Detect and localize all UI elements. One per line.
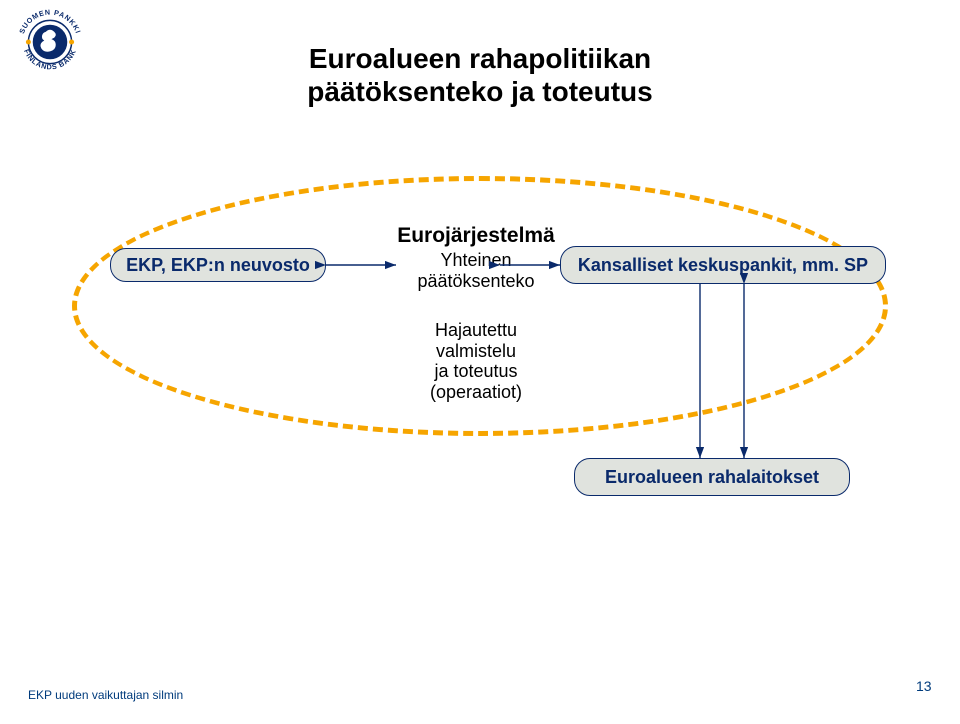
center-text-top-line2: päätöksenteko [417,271,534,291]
page-number: 13 [916,678,932,694]
center-text-top-line1: Yhteinen [440,250,511,270]
center-text-bottom-line4: (operaatiot) [430,382,522,402]
center-text-bottom: Hajautettu valmistelu ja toteutus (opera… [346,320,606,403]
center-text-bottom-line1: Hajautettu [435,320,517,340]
center-text-bottom-line3: ja toteutus [434,361,517,381]
node-national-central-banks: Kansalliset keskuspankit, mm. SP [560,246,886,284]
center-text-bottom-line2: valmistelu [436,341,516,361]
page-number-value: 13 [916,678,932,694]
node-national-central-banks-label: Kansalliset keskuspankit, mm. SP [578,255,868,276]
footer-text: EKP uuden vaikuttajan silmin [28,688,183,702]
title-line-1: Euroalueen rahapolitiikan [309,43,651,74]
slide-stage: SUOMEN PANKKI FINLANDS BANK Euroalueen r… [0,0,960,724]
node-euro-area-mfis: Euroalueen rahalaitokset [574,458,850,496]
eurosystem-label: Eurojärjestelmä [346,224,606,248]
node-ekp-council-label: EKP, EKP:n neuvosto [126,255,310,276]
footer-text-label: EKP uuden vaikuttajan silmin [28,688,183,702]
eurosystem-label-text: Eurojärjestelmä [397,224,555,247]
title-line-2: päätöksenteko ja toteutus [307,76,652,107]
node-ekp-council: EKP, EKP:n neuvosto [110,248,326,282]
slide-title: Euroalueen rahapolitiikan päätöksenteko … [0,42,960,108]
node-euro-area-mfis-label: Euroalueen rahalaitokset [605,467,819,488]
